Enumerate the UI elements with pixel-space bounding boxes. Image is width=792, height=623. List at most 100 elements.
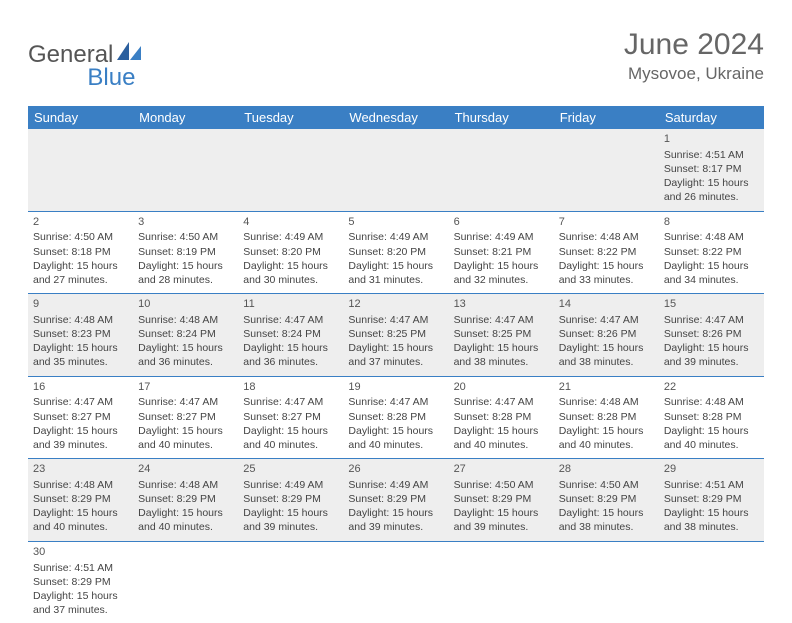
daylight-line: Daylight: 15 hours and 38 minutes.: [664, 506, 759, 534]
day-cell: 27Sunrise: 4:50 AMSunset: 8:29 PMDayligh…: [449, 459, 554, 542]
sunrise-line: Sunrise: 4:47 AM: [243, 395, 338, 409]
day-cell: 21Sunrise: 4:48 AMSunset: 8:28 PMDayligh…: [554, 376, 659, 459]
weekday-header: Sunday: [28, 106, 133, 129]
sunset-line: Sunset: 8:24 PM: [138, 327, 233, 341]
daylight-line: Daylight: 15 hours and 32 minutes.: [454, 259, 549, 287]
sunset-line: Sunset: 8:29 PM: [559, 492, 654, 506]
sunset-line: Sunset: 8:17 PM: [664, 162, 759, 176]
sunrise-line: Sunrise: 4:49 AM: [243, 230, 338, 244]
sunrise-line: Sunrise: 4:48 AM: [33, 478, 128, 492]
day-number: 20: [454, 380, 549, 395]
daylight-line: Daylight: 15 hours and 26 minutes.: [664, 176, 759, 204]
sunset-line: Sunset: 8:28 PM: [664, 410, 759, 424]
daylight-line: Daylight: 15 hours and 39 minutes.: [454, 506, 549, 534]
sunset-line: Sunset: 8:29 PM: [33, 492, 128, 506]
calendar-body: 1Sunrise: 4:51 AMSunset: 8:17 PMDaylight…: [28, 129, 764, 623]
day-number: 19: [348, 380, 443, 395]
day-number: 10: [138, 297, 233, 312]
sunrise-line: Sunrise: 4:50 AM: [138, 230, 233, 244]
day-number: 23: [33, 462, 128, 477]
empty-cell: [554, 129, 659, 211]
weekday-header: Tuesday: [238, 106, 343, 129]
day-cell: 24Sunrise: 4:48 AMSunset: 8:29 PMDayligh…: [133, 459, 238, 542]
calendar-row: 23Sunrise: 4:48 AMSunset: 8:29 PMDayligh…: [28, 459, 764, 542]
weekday-header: Thursday: [449, 106, 554, 129]
sunset-line: Sunset: 8:28 PM: [454, 410, 549, 424]
day-cell: 4Sunrise: 4:49 AMSunset: 8:20 PMDaylight…: [238, 211, 343, 294]
day-cell: 5Sunrise: 4:49 AMSunset: 8:20 PMDaylight…: [343, 211, 448, 294]
sunrise-line: Sunrise: 4:48 AM: [559, 395, 654, 409]
sunrise-line: Sunrise: 4:49 AM: [348, 230, 443, 244]
weekday-header: Wednesday: [343, 106, 448, 129]
sunset-line: Sunset: 8:22 PM: [559, 245, 654, 259]
sunrise-line: Sunrise: 4:48 AM: [664, 230, 759, 244]
sunset-line: Sunset: 8:18 PM: [33, 245, 128, 259]
sunrise-line: Sunrise: 4:51 AM: [664, 478, 759, 492]
empty-cell: [133, 129, 238, 211]
weekday-header: Monday: [133, 106, 238, 129]
calendar-row: 1Sunrise: 4:51 AMSunset: 8:17 PMDaylight…: [28, 129, 764, 211]
sunset-line: Sunset: 8:28 PM: [559, 410, 654, 424]
sunset-line: Sunset: 8:24 PM: [243, 327, 338, 341]
daylight-line: Daylight: 15 hours and 36 minutes.: [243, 341, 338, 369]
sunrise-line: Sunrise: 4:51 AM: [33, 561, 128, 575]
daylight-line: Daylight: 15 hours and 39 minutes.: [664, 341, 759, 369]
sunset-line: Sunset: 8:29 PM: [138, 492, 233, 506]
sunrise-line: Sunrise: 4:48 AM: [138, 478, 233, 492]
sunrise-line: Sunrise: 4:49 AM: [454, 230, 549, 244]
daylight-line: Daylight: 15 hours and 31 minutes.: [348, 259, 443, 287]
day-cell: 18Sunrise: 4:47 AMSunset: 8:27 PMDayligh…: [238, 376, 343, 459]
day-number: 18: [243, 380, 338, 395]
calendar-row: 9Sunrise: 4:48 AMSunset: 8:23 PMDaylight…: [28, 294, 764, 377]
day-number: 13: [454, 297, 549, 312]
day-number: 26: [348, 462, 443, 477]
location: Mysovoe, Ukraine: [624, 64, 764, 84]
daylight-line: Daylight: 15 hours and 40 minutes.: [454, 424, 549, 452]
empty-cell: [554, 541, 659, 623]
daylight-line: Daylight: 15 hours and 40 minutes.: [138, 424, 233, 452]
day-cell: 25Sunrise: 4:49 AMSunset: 8:29 PMDayligh…: [238, 459, 343, 542]
empty-cell: [343, 541, 448, 623]
day-number: 29: [664, 462, 759, 477]
day-number: 1: [664, 132, 759, 147]
day-number: 11: [243, 297, 338, 312]
day-number: 22: [664, 380, 759, 395]
day-cell: 14Sunrise: 4:47 AMSunset: 8:26 PMDayligh…: [554, 294, 659, 377]
day-number: 25: [243, 462, 338, 477]
daylight-line: Daylight: 15 hours and 30 minutes.: [243, 259, 338, 287]
day-cell: 20Sunrise: 4:47 AMSunset: 8:28 PMDayligh…: [449, 376, 554, 459]
sunrise-line: Sunrise: 4:47 AM: [243, 313, 338, 327]
day-cell: 8Sunrise: 4:48 AMSunset: 8:22 PMDaylight…: [659, 211, 764, 294]
daylight-line: Daylight: 15 hours and 28 minutes.: [138, 259, 233, 287]
sunset-line: Sunset: 8:27 PM: [33, 410, 128, 424]
day-cell: 9Sunrise: 4:48 AMSunset: 8:23 PMDaylight…: [28, 294, 133, 377]
day-cell: 17Sunrise: 4:47 AMSunset: 8:27 PMDayligh…: [133, 376, 238, 459]
calendar-row: 16Sunrise: 4:47 AMSunset: 8:27 PMDayligh…: [28, 376, 764, 459]
sunset-line: Sunset: 8:28 PM: [348, 410, 443, 424]
day-cell: 10Sunrise: 4:48 AMSunset: 8:24 PMDayligh…: [133, 294, 238, 377]
sunset-line: Sunset: 8:20 PM: [348, 245, 443, 259]
day-cell: 13Sunrise: 4:47 AMSunset: 8:25 PMDayligh…: [449, 294, 554, 377]
day-number: 3: [138, 215, 233, 230]
day-cell: 16Sunrise: 4:47 AMSunset: 8:27 PMDayligh…: [28, 376, 133, 459]
day-cell: 7Sunrise: 4:48 AMSunset: 8:22 PMDaylight…: [554, 211, 659, 294]
daylight-line: Daylight: 15 hours and 35 minutes.: [33, 341, 128, 369]
daylight-line: Daylight: 15 hours and 40 minutes.: [243, 424, 338, 452]
sunset-line: Sunset: 8:25 PM: [454, 327, 549, 341]
day-cell: 29Sunrise: 4:51 AMSunset: 8:29 PMDayligh…: [659, 459, 764, 542]
sunset-line: Sunset: 8:22 PM: [664, 245, 759, 259]
sunset-line: Sunset: 8:27 PM: [138, 410, 233, 424]
day-number: 15: [664, 297, 759, 312]
sunrise-line: Sunrise: 4:47 AM: [348, 395, 443, 409]
sunset-line: Sunset: 8:19 PM: [138, 245, 233, 259]
daylight-line: Daylight: 15 hours and 40 minutes.: [138, 506, 233, 534]
day-number: 16: [33, 380, 128, 395]
day-cell: 28Sunrise: 4:50 AMSunset: 8:29 PMDayligh…: [554, 459, 659, 542]
day-number: 9: [33, 297, 128, 312]
day-number: 7: [559, 215, 654, 230]
day-cell: 30Sunrise: 4:51 AMSunset: 8:29 PMDayligh…: [28, 541, 133, 623]
day-number: 5: [348, 215, 443, 230]
sunset-line: Sunset: 8:26 PM: [664, 327, 759, 341]
day-number: 12: [348, 297, 443, 312]
day-cell: 2Sunrise: 4:50 AMSunset: 8:18 PMDaylight…: [28, 211, 133, 294]
